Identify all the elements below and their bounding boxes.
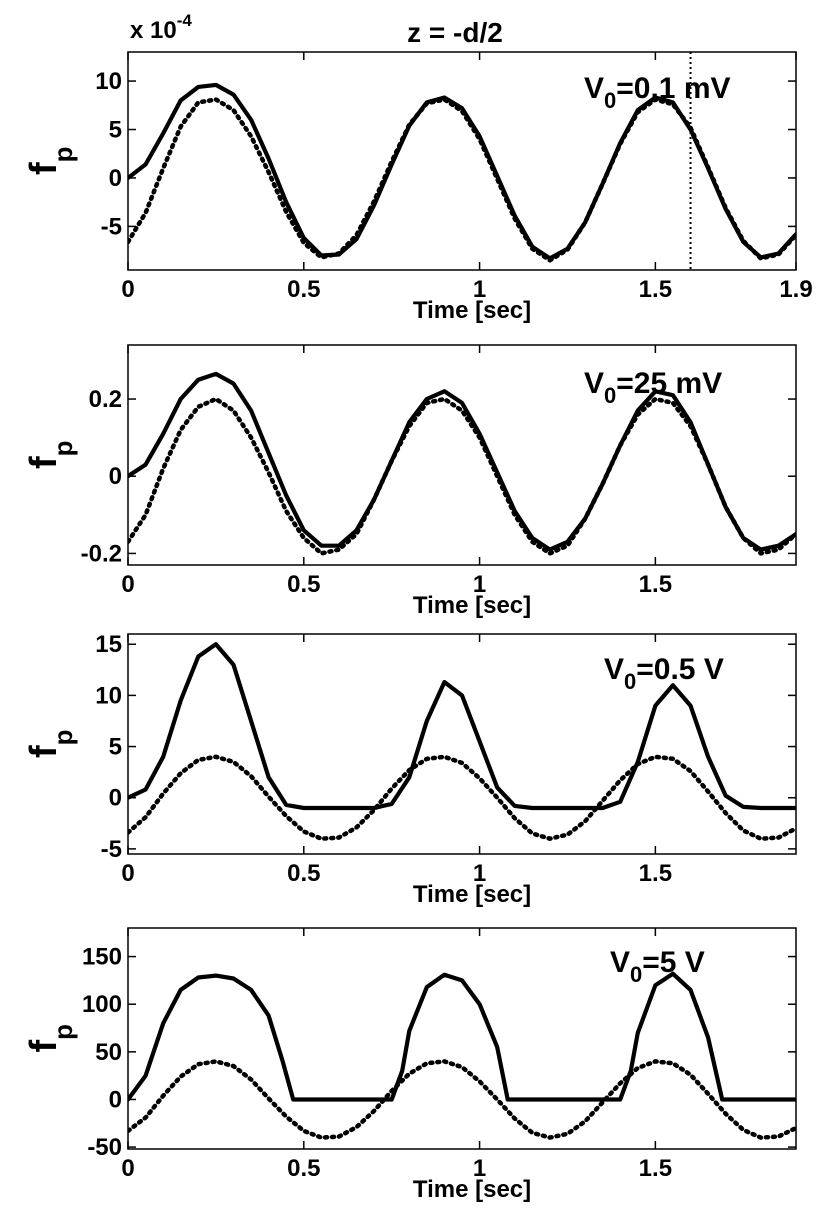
x-tick-label: 1.5	[639, 571, 672, 598]
y-tick-label: 0	[109, 165, 122, 192]
annotation-main: V	[584, 72, 604, 105]
y-tick-label: -50	[87, 1134, 122, 1161]
y-tick-label: -0.2	[81, 540, 122, 567]
y-tick-label: 0	[109, 1086, 122, 1113]
axes-frame	[127, 51, 797, 271]
y-axis-label-subscript: p	[48, 146, 78, 162]
y-tick-label: 10	[95, 682, 122, 709]
x-tick-label: 0.5	[287, 571, 320, 598]
y-axis-label-subscript: p	[48, 729, 78, 745]
x-tick-label: 1.5	[639, 276, 672, 303]
y-tick-label: 15	[95, 631, 122, 658]
y-axis-label-main: f	[23, 162, 65, 175]
annotation-value: =0.5 V	[636, 653, 724, 686]
series-solid-line	[128, 642, 796, 811]
y-axis-label-subscript: p	[48, 1024, 78, 1040]
annotation-subscript: 0	[630, 962, 642, 987]
annotation-subscript: 0	[604, 88, 616, 113]
axes-frame	[127, 633, 797, 855]
y-axis-label-main: f	[23, 745, 65, 758]
x-tick-label: 1	[473, 571, 486, 598]
x-tick-label: 0.5	[287, 1155, 320, 1182]
y-axis-label: fp	[23, 1024, 78, 1053]
series-solid-line	[128, 971, 796, 1102]
y-tick-label: -5	[101, 213, 122, 240]
voltage-annotation: V0=0.1 mV	[584, 72, 731, 113]
x-tick-label: 0	[121, 276, 134, 303]
y-axis-label-main: f	[23, 1040, 65, 1053]
y-tick-label: 0	[109, 463, 122, 490]
x-tick-label: 0	[121, 571, 134, 598]
y-axis-label: fp	[23, 729, 78, 758]
x-tick-label: 1	[473, 276, 486, 303]
x-axis-label: Time [sec]	[413, 1176, 531, 1203]
x-tick-label: 1	[473, 860, 486, 887]
annotation-subscript: 0	[604, 383, 616, 408]
figure-header: x 10-4 z = -d/2	[130, 11, 503, 48]
y-tick-label: 150	[82, 944, 122, 971]
x-tick-label: 0.5	[287, 276, 320, 303]
y-tick-label: 0	[109, 785, 122, 812]
y-axis-label: fp	[23, 146, 78, 175]
voltage-annotation: V0=0.5 V	[604, 653, 724, 694]
x-axis-label: Time [sec]	[413, 592, 531, 619]
x-tick-label: 1.5	[639, 1155, 672, 1182]
y-tick-label: 0.2	[89, 386, 122, 413]
y-axis-label-main: f	[23, 456, 65, 469]
y-tick-label: 5	[109, 734, 122, 761]
series-dotted-line	[128, 396, 796, 556]
series-solid-line	[128, 371, 796, 552]
x-tick-label: 0	[121, 860, 134, 887]
annotation-value: =5 V	[642, 946, 705, 979]
y-tick-label: 100	[82, 991, 122, 1018]
voltage-annotation: V0=5 V	[610, 946, 705, 987]
x-tick-label: 0.5	[287, 860, 320, 887]
annotation-main: V	[610, 946, 630, 979]
x-tick-label: 1.9	[779, 276, 812, 303]
y-tick-label: -5	[101, 836, 122, 863]
voltage-annotation: V0=25 mV	[584, 367, 722, 408]
y-multiplier: x 10-4	[130, 11, 192, 44]
x-tick-label: 1	[473, 1155, 486, 1182]
annotation-subscript: 0	[624, 669, 636, 694]
series-solid-line	[128, 82, 796, 261]
series-dotted-line	[128, 754, 796, 841]
annotation-main: V	[604, 653, 624, 686]
y-tick-label: 10	[95, 68, 122, 95]
axes-frame	[127, 927, 797, 1150]
annotation-main: V	[584, 367, 604, 400]
y-tick-label: 50	[95, 1039, 122, 1066]
annotation-value: =0.1 mV	[616, 72, 730, 105]
series-dotted-line	[128, 97, 796, 263]
x-axis-label: Time [sec]	[413, 881, 531, 908]
annotation-value: =25 mV	[616, 367, 722, 400]
x-axis-label: Time [sec]	[413, 297, 531, 324]
figure-title: z = -d/2	[407, 17, 503, 48]
y-tick-label: 5	[109, 117, 122, 144]
x-tick-label: 0	[121, 1155, 134, 1182]
y-axis-label-subscript: p	[48, 440, 78, 456]
y-axis-label: fp	[23, 440, 78, 469]
x-tick-label: 1.5	[639, 860, 672, 887]
axes-frame	[127, 344, 797, 566]
series-dotted-line	[128, 1059, 796, 1140]
